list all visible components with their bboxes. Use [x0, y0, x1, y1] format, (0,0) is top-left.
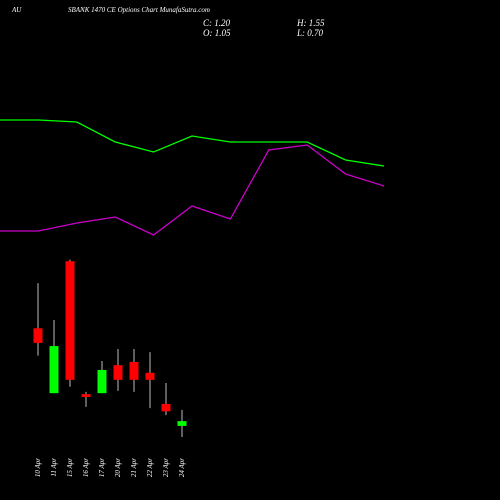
x-tick-label: 11 Apr — [50, 458, 58, 477]
x-tick-label: 22 Apr — [146, 458, 154, 477]
indicator-line — [0, 144, 385, 236]
x-tick-label: 15 Apr — [66, 458, 74, 477]
x-tick-label: 21 Apr — [130, 458, 138, 477]
candle-body — [145, 372, 155, 380]
chart-title: SBANK 1470 CE Options Chart MunafaSutra.… — [68, 6, 210, 14]
x-tick-label: 16 Apr — [82, 458, 90, 477]
symbol: AU — [11, 6, 22, 14]
x-tick-label: 23 Apr — [162, 458, 170, 477]
candle-body — [49, 346, 59, 394]
indicator-line — [0, 119, 385, 167]
x-tick-label: 10 Apr — [34, 458, 42, 477]
low-label: L: 0.70 — [296, 28, 324, 38]
candle-body — [97, 369, 107, 394]
x-tick-label: 17 Apr — [98, 458, 106, 477]
close-label: C: 1.20 — [203, 18, 231, 28]
candle-body — [33, 328, 43, 343]
high-label: H: 1.55 — [296, 18, 325, 28]
candle-body — [65, 261, 75, 380]
candle-body — [161, 403, 171, 412]
candle-body — [177, 421, 187, 426]
candle-body — [129, 361, 139, 380]
x-tick-label: 24 Apr — [178, 458, 186, 477]
candle-body — [113, 365, 123, 380]
open-label: O: 1.05 — [203, 28, 231, 38]
candle-body — [81, 394, 91, 397]
x-tick-label: 20 Apr — [114, 458, 122, 477]
